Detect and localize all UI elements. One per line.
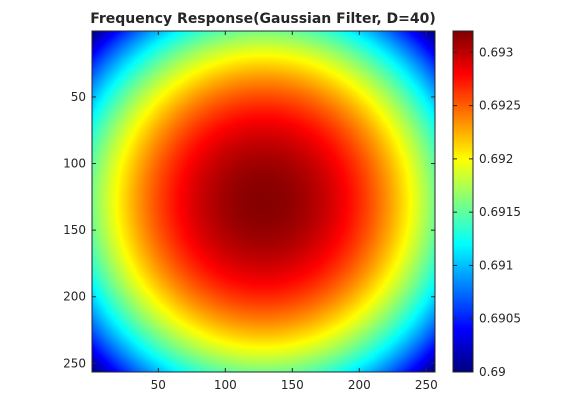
- colorbar-tick-label: 0.69: [479, 365, 506, 379]
- colorbar-tick-label: 0.693: [479, 45, 513, 59]
- x-tick-label: 100: [214, 378, 237, 392]
- x-axis: 50 100 150 200 250: [151, 31, 438, 392]
- plot-frame: [91, 30, 436, 373]
- y-tick-label: 250: [63, 356, 86, 370]
- y-axis: 50 100 150 200 250: [63, 90, 435, 370]
- colorbar-tick-label: 0.692: [479, 152, 513, 166]
- colorbar-tick-label: 0.6925: [479, 99, 521, 113]
- colorbar-tick-label: 0.691: [479, 258, 513, 272]
- colorbar: 0.69 0.6905 0.691 0.6915 0.692 0.6925 0.693: [452, 30, 521, 379]
- x-tick-label: 250: [415, 378, 438, 392]
- heatmap-image: [92, 31, 435, 372]
- x-tick-label: 150: [281, 378, 304, 392]
- colorbar-axis: 0.69 0.6905 0.691 0.6915 0.692 0.6925 0.693: [453, 45, 521, 379]
- colorbar-gradient: [453, 31, 473, 372]
- chart-title: Frequency Response(Gaussian Filter, D=40…: [90, 11, 436, 27]
- colorbar-frame: [452, 30, 474, 373]
- colorbar-tick-label: 0.6915: [479, 205, 521, 219]
- plot-area: 50 100 150 200 250 50 100 150 200 250: [63, 30, 438, 392]
- x-tick-label: 200: [348, 378, 371, 392]
- colorbar-tick-label: 0.6905: [479, 312, 521, 326]
- x-tick-label: 50: [151, 378, 166, 392]
- y-tick-label: 150: [63, 223, 86, 237]
- y-tick-label: 100: [63, 157, 86, 171]
- y-tick-label: 200: [63, 290, 86, 304]
- y-tick-label: 50: [71, 90, 86, 104]
